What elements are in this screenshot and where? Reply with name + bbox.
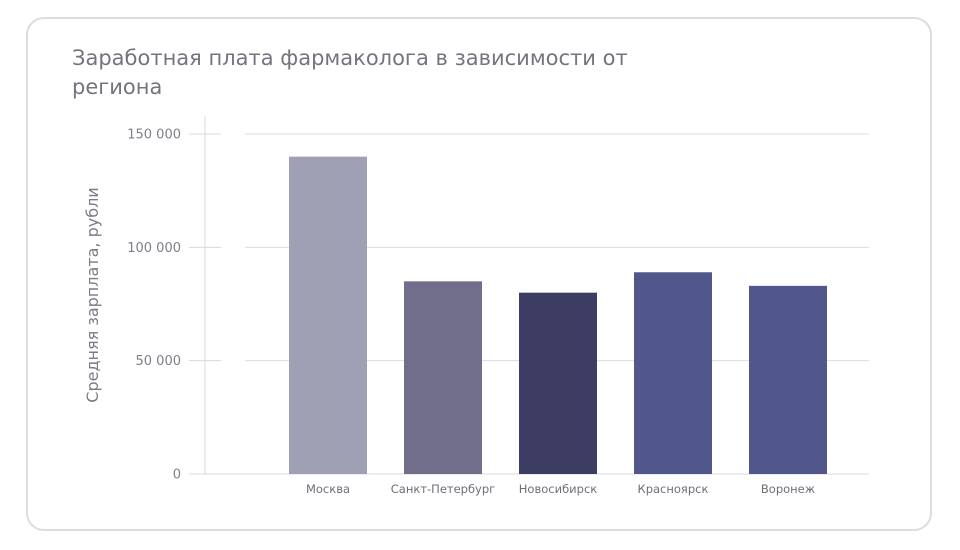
chart-title: Заработная плата фармаколога в зависимос… xyxy=(72,46,628,99)
bars xyxy=(289,156,827,474)
y-tick-label: 0 xyxy=(173,468,181,483)
category-labels: Москва Санкт-Петербург Новосибирск Краснояр… xyxy=(306,482,815,496)
x-tick-label: Москва xyxy=(306,482,350,496)
bar xyxy=(289,156,367,474)
x-tick-label: Новосибирск xyxy=(519,482,597,496)
x-tick-label: Санкт-Петербург xyxy=(391,482,495,496)
x-tick-label: Красноярск xyxy=(638,482,709,496)
bar xyxy=(634,272,712,474)
bar xyxy=(519,292,597,474)
y-tick-label: 150 000 xyxy=(127,128,181,143)
y-axis-label: Средняя зарплата, рубли xyxy=(83,187,102,402)
bar xyxy=(404,281,482,474)
x-tick-label: Воронеж xyxy=(761,482,815,496)
y-tick-label: 50 000 xyxy=(136,354,182,369)
y-tick-label: 100 000 xyxy=(127,241,181,256)
bar xyxy=(749,285,827,474)
y-tick-labels: 0 50 000 100 000 150 000 xyxy=(127,128,221,483)
